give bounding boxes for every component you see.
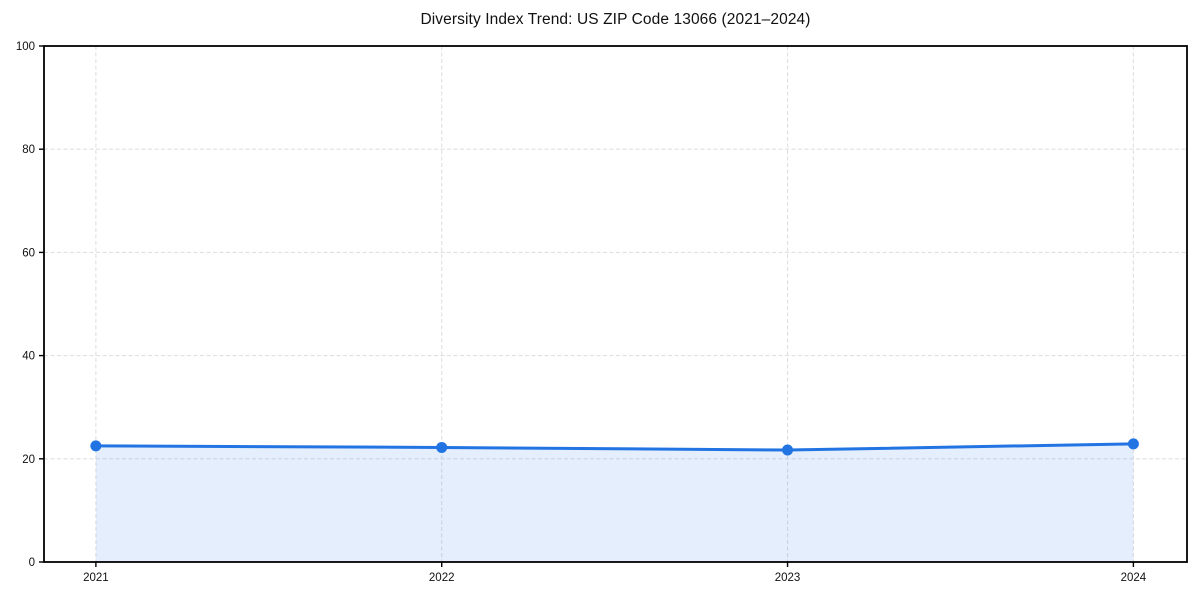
data-point-marker — [90, 440, 102, 452]
x-tick-label: 2023 — [775, 572, 801, 584]
plot-border — [43, 45, 1188, 563]
x-tick-label: 2024 — [1121, 572, 1147, 584]
area-fill — [95, 443, 1134, 562]
x-tick-label: 2021 — [83, 572, 109, 584]
data-point-marker — [782, 444, 794, 456]
y-tick-label: 40 — [22, 351, 35, 363]
y-tick-label: 100 — [16, 41, 35, 53]
y-tick-label: 20 — [22, 454, 35, 466]
x-tick-label: 2022 — [429, 572, 455, 584]
trend-line — [94, 442, 1135, 452]
y-tick-label: 80 — [22, 144, 35, 156]
data-point-marker — [436, 441, 448, 453]
y-tick-label: 0 — [29, 557, 35, 569]
data-point-marker — [1127, 438, 1139, 450]
y-tick-label: 60 — [22, 247, 35, 259]
chart-title: Diversity Index Trend: US ZIP Code 13066… — [420, 11, 811, 28]
